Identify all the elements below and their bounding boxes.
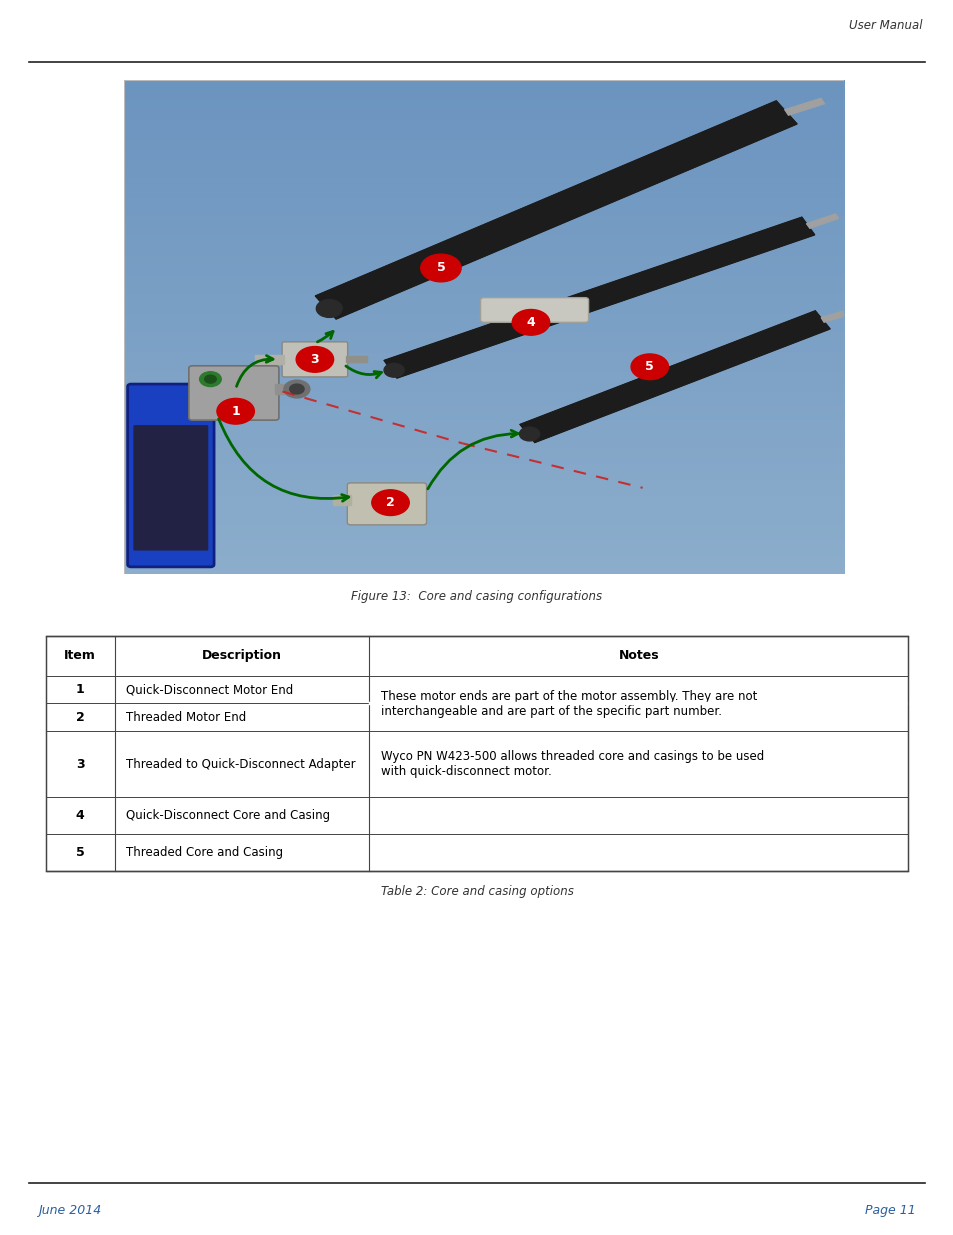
- Text: Notes: Notes: [618, 650, 659, 662]
- Circle shape: [284, 380, 310, 398]
- Text: Threaded Motor End: Threaded Motor End: [126, 711, 246, 724]
- Circle shape: [372, 490, 409, 515]
- Polygon shape: [519, 311, 829, 442]
- Text: 2: 2: [76, 711, 85, 724]
- Circle shape: [199, 372, 221, 387]
- Text: 5: 5: [645, 361, 654, 373]
- Text: Threaded to Quick-Disconnect Adapter: Threaded to Quick-Disconnect Adapter: [126, 757, 355, 771]
- Text: Threaded Core and Casing: Threaded Core and Casing: [126, 846, 283, 858]
- Circle shape: [316, 300, 342, 317]
- Text: User Manual: User Manual: [848, 19, 922, 32]
- Text: Item: Item: [64, 650, 96, 662]
- Bar: [46, 636, 907, 871]
- Text: These motor ends are part of the motor assembly. They are not
interchangeable an: These motor ends are part of the motor a…: [380, 689, 757, 718]
- FancyBboxPatch shape: [189, 366, 278, 420]
- Text: Wyco PN W423-500 allows threaded core and casings to be used
with quick-disconne: Wyco PN W423-500 allows threaded core an…: [380, 750, 763, 778]
- FancyBboxPatch shape: [282, 342, 347, 377]
- FancyBboxPatch shape: [347, 483, 426, 525]
- Polygon shape: [821, 311, 845, 322]
- Polygon shape: [333, 495, 351, 505]
- Text: 1: 1: [76, 683, 85, 697]
- Text: Quick-Disconnect Core and Casing: Quick-Disconnect Core and Casing: [126, 809, 330, 821]
- Text: 4: 4: [526, 316, 535, 329]
- Circle shape: [512, 310, 549, 335]
- Polygon shape: [784, 99, 823, 115]
- Text: 5: 5: [436, 262, 445, 274]
- FancyBboxPatch shape: [480, 298, 588, 322]
- Circle shape: [384, 363, 404, 377]
- Text: 2: 2: [386, 496, 395, 509]
- Circle shape: [631, 354, 668, 379]
- Polygon shape: [345, 357, 367, 362]
- Polygon shape: [255, 354, 284, 364]
- Text: 4: 4: [76, 809, 85, 821]
- Text: 5: 5: [76, 846, 85, 858]
- Circle shape: [216, 399, 254, 424]
- Circle shape: [290, 384, 304, 394]
- Text: Quick-Disconnect Motor End: Quick-Disconnect Motor End: [126, 683, 294, 697]
- Circle shape: [295, 347, 334, 372]
- FancyBboxPatch shape: [133, 425, 208, 551]
- Text: 1: 1: [231, 405, 240, 417]
- Text: June 2014: June 2014: [38, 1204, 101, 1216]
- Circle shape: [420, 254, 460, 282]
- Polygon shape: [806, 214, 838, 228]
- Circle shape: [205, 375, 216, 383]
- Text: 3: 3: [76, 757, 85, 771]
- Text: 3: 3: [311, 353, 319, 366]
- Text: Table 2: Core and casing options: Table 2: Core and casing options: [380, 885, 573, 899]
- Circle shape: [518, 427, 539, 441]
- FancyBboxPatch shape: [128, 384, 213, 567]
- Text: Figure 13:  Core and casing configurations: Figure 13: Core and casing configuration…: [351, 590, 602, 603]
- Text: Page 11: Page 11: [864, 1204, 915, 1216]
- Polygon shape: [275, 384, 304, 394]
- Polygon shape: [314, 101, 797, 319]
- Polygon shape: [384, 217, 814, 378]
- Text: Description: Description: [202, 650, 282, 662]
